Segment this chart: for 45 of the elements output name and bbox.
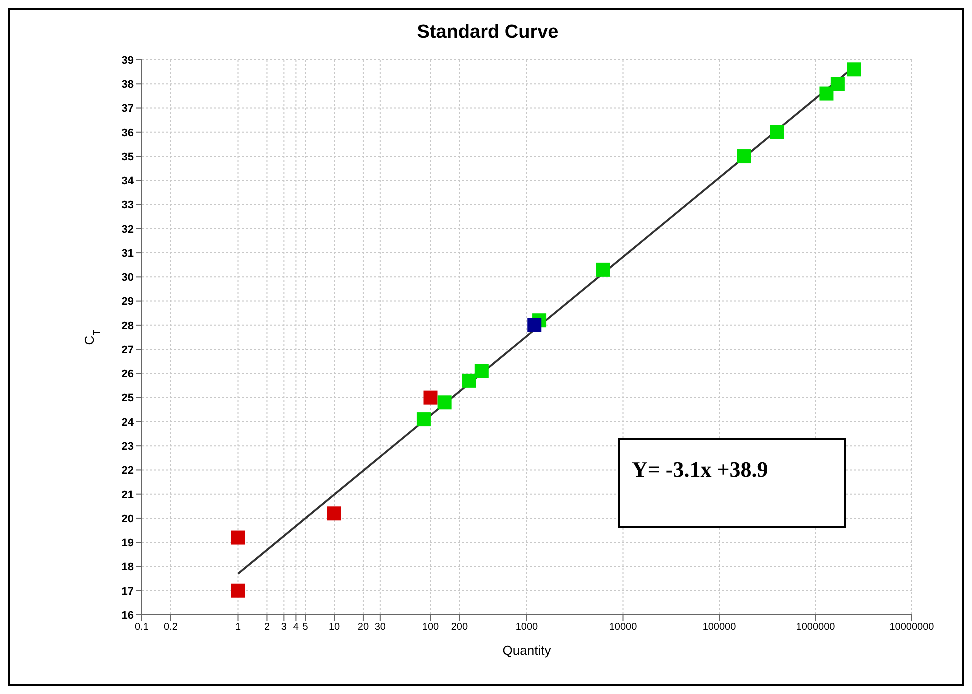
x-tick-label: 4	[293, 622, 300, 634]
y-tick-label: 29	[122, 296, 134, 308]
y-tick-label: 30	[122, 272, 134, 284]
y-tick-label: 31	[122, 248, 134, 260]
y-tick-label: 39	[122, 54, 134, 67]
y-tick-label: 28	[122, 320, 134, 332]
x-tick-label: 10000000	[890, 622, 935, 634]
y-tick-label: 27	[122, 344, 134, 356]
y-tick-label: 37	[122, 103, 134, 116]
x-tick-label: 200	[451, 622, 469, 634]
y-tick-label: 32	[122, 224, 134, 236]
y-tick-label: 23	[122, 440, 134, 453]
y-tick-label: 25	[122, 392, 134, 405]
x-tick-label: 10000	[609, 622, 638, 634]
y-tick-label: 34	[122, 176, 135, 188]
y-tick-label: 20	[122, 513, 134, 526]
x-tick-label: 2	[264, 622, 270, 634]
x-tick-label: 1000	[516, 622, 539, 634]
y-tick-label: 33	[122, 200, 134, 212]
x-tick-label: 30	[374, 622, 386, 634]
x-axis-title: Quantity	[502, 643, 552, 658]
x-tick-label: 3	[281, 622, 288, 634]
x-tick-label: 0.2	[164, 622, 178, 634]
y-tick-label: 17	[122, 586, 134, 598]
x-tick-label: 100	[422, 622, 440, 634]
y-tick-label: 16	[122, 610, 134, 622]
chart-title: Standard Curve	[416, 22, 560, 44]
y-tick-label: 35	[122, 151, 134, 164]
x-tick-label: 0.1	[135, 622, 150, 634]
x-tick-label: 1000000	[796, 622, 836, 634]
y-tick-label: 26	[122, 368, 134, 381]
y-tick-label: 22	[122, 465, 134, 478]
x-tick-label: 10	[328, 622, 340, 634]
y-tick-label: 21	[122, 489, 134, 502]
x-tick-label: 100000	[702, 622, 737, 634]
x-tick-label: 20	[358, 622, 370, 634]
text-box: Y= -3.1x +38.9	[618, 438, 846, 528]
y-tick-label: 18	[122, 562, 134, 574]
y-tick-label: 19	[122, 538, 134, 550]
y-tick-label: 38	[122, 79, 134, 92]
y-tick-label: 36	[122, 127, 134, 140]
annotation: Y= -3.1x +38.9	[632, 456, 770, 484]
x-tick-label: 1	[235, 622, 242, 634]
x-tick-label: 5	[302, 622, 309, 634]
y-tick-label: 24	[122, 416, 135, 429]
